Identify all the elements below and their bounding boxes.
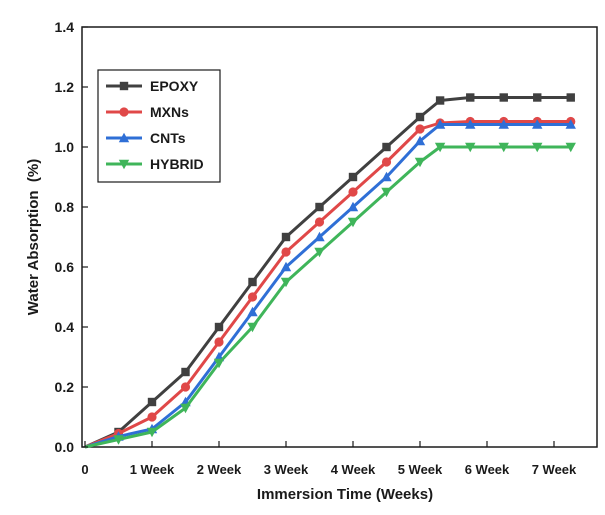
data-point xyxy=(147,412,157,422)
data-point xyxy=(434,119,446,129)
y-tick-label: 1.2 xyxy=(55,79,75,95)
legend-item: HYBRID xyxy=(106,156,204,172)
y-tick-label: 0.8 xyxy=(55,199,75,215)
data-point xyxy=(498,142,509,153)
legend-item: CNTs xyxy=(106,130,186,146)
data-point xyxy=(533,93,542,102)
legend-label: EPOXY xyxy=(150,78,199,94)
legend-label: HYBRID xyxy=(150,156,204,172)
x-tick-label: 1 Week xyxy=(130,462,175,477)
data-point xyxy=(314,247,325,258)
data-point xyxy=(414,135,426,146)
series-line xyxy=(84,120,571,449)
data-point xyxy=(532,142,543,153)
y-tick-label: 1.0 xyxy=(55,139,75,155)
data-point xyxy=(414,157,426,168)
data-point xyxy=(347,217,359,228)
data-point xyxy=(466,93,475,102)
data-point xyxy=(566,93,575,102)
series-hybrid xyxy=(84,142,576,449)
data-point xyxy=(180,382,191,392)
y-axis-label: Water Absorption (%) xyxy=(25,159,42,315)
x-axis-label: Immersion Time (Weeks) xyxy=(257,486,433,503)
legend: EPOXY MXNs CNTs HYBRID xyxy=(97,69,221,183)
y-tick-label: 0.4 xyxy=(55,319,75,335)
data-point xyxy=(381,157,392,167)
data-point xyxy=(280,261,292,272)
data-point xyxy=(281,247,291,257)
y-tick-label: 0.6 xyxy=(55,259,75,275)
data-point xyxy=(147,397,157,407)
data-point xyxy=(281,232,291,242)
x-tick-label: 6 Week xyxy=(465,462,510,477)
data-point xyxy=(498,119,509,129)
data-point xyxy=(465,119,476,129)
y-tick-label: 0.2 xyxy=(55,379,75,395)
data-point xyxy=(348,187,358,197)
data-point xyxy=(465,142,476,153)
data-point xyxy=(565,119,576,129)
legend-marker xyxy=(118,132,130,143)
x-tick-label: 2 Week xyxy=(197,462,242,477)
data-point xyxy=(532,119,543,129)
data-point xyxy=(435,96,445,105)
legend-marker xyxy=(119,81,129,91)
y-tick-label: 0.0 xyxy=(55,439,75,455)
x-tick-label: 7 Week xyxy=(532,462,577,477)
data-point xyxy=(565,142,576,153)
data-point xyxy=(247,292,258,302)
data-point xyxy=(280,277,292,288)
x-tick-label: 3 Week xyxy=(264,462,309,477)
legend-label: CNTs xyxy=(150,130,186,146)
data-point xyxy=(180,403,191,414)
x-tick-label: 4 Week xyxy=(331,462,376,477)
data-point xyxy=(247,306,258,317)
data-point xyxy=(499,93,508,102)
data-point xyxy=(213,358,225,369)
data-point xyxy=(415,124,425,134)
legend-item: MXNs xyxy=(106,104,189,120)
series-layer xyxy=(84,93,576,449)
data-point xyxy=(146,427,158,438)
data-point xyxy=(113,435,124,445)
data-point xyxy=(381,187,392,198)
data-point xyxy=(248,277,257,287)
data-point xyxy=(382,142,391,152)
series-line xyxy=(84,145,571,449)
data-point xyxy=(415,112,425,122)
data-point xyxy=(214,322,224,332)
series-line xyxy=(84,96,571,449)
data-point xyxy=(314,231,325,242)
legend-marker xyxy=(119,107,129,117)
data-point xyxy=(181,367,190,377)
x-tick-label: 0 xyxy=(81,462,88,477)
data-point xyxy=(347,201,359,212)
series-line xyxy=(84,123,571,449)
data-point xyxy=(348,172,358,182)
data-point xyxy=(214,337,224,347)
y-tick-label: 1.4 xyxy=(55,19,75,35)
legend-item: EPOXY xyxy=(106,78,199,94)
x-tick-label: 5 Week xyxy=(398,462,443,477)
data-point xyxy=(247,322,258,333)
data-point xyxy=(315,202,324,212)
legend-marker xyxy=(118,159,130,170)
data-point xyxy=(381,171,392,182)
axis-ticks: 0.0 0.2 0.4 0.6 0.8 1.0 1.2 1.4 0 1 Week 2 Week 3 W… xyxy=(55,19,578,477)
legend-label: MXNs xyxy=(150,104,189,120)
data-point xyxy=(434,142,446,153)
data-point xyxy=(314,217,325,227)
